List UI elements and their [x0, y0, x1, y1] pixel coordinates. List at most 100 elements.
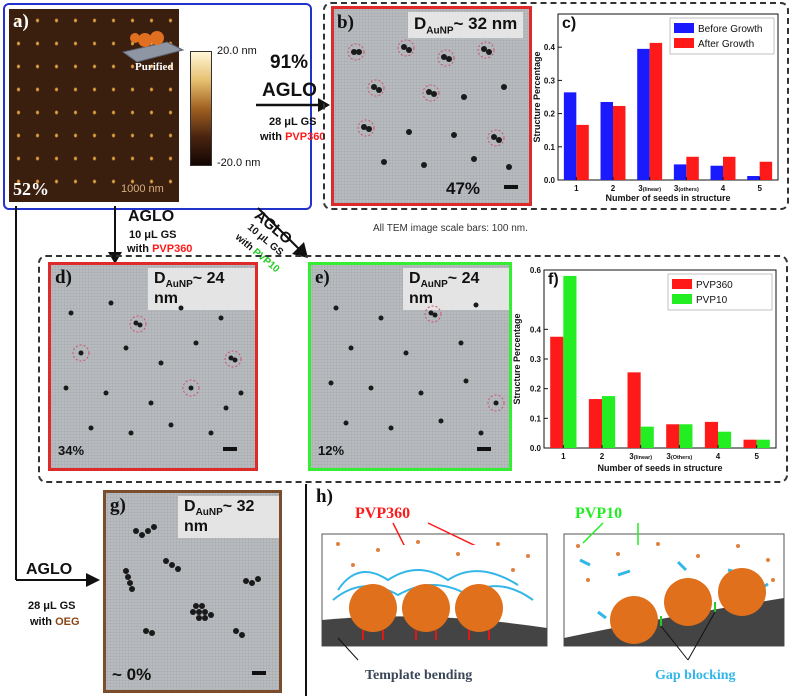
x-tick-note: (linear): [634, 455, 653, 461]
bar-pvp360: [666, 424, 680, 448]
label-arrows-h: [392, 522, 639, 545]
x-tick-label: 4: [721, 184, 726, 193]
y-tick-label: 0.1: [544, 143, 556, 152]
y-tick-label: 0.4: [544, 43, 556, 52]
panel-d-label: d): [55, 267, 72, 288]
x-tick-note: (others): [678, 187, 699, 193]
particles-d: [63, 300, 244, 436]
polymer-pvp360: PVP360: [152, 243, 193, 255]
x-tick-label: 2: [611, 184, 616, 193]
panel-a: a) Purified 52% 1000 nm 20.0 nm -20.0 nm: [3, 3, 312, 210]
colorbar: [190, 51, 212, 166]
caption-gap-blocking: Gap blocking: [655, 668, 736, 683]
bar-before-growth: [673, 164, 687, 180]
legend-label: PVP10: [696, 295, 728, 306]
label-pvp360: PVP360: [355, 505, 411, 522]
title-size: ~ 24 nm: [409, 270, 480, 308]
x-tick-note: (linear): [643, 187, 662, 193]
step-ag-title: AGLO: [26, 561, 73, 578]
divider-line: [305, 484, 307, 696]
bar-before-growth: [747, 176, 760, 180]
legend-label: After Growth: [698, 39, 754, 50]
bar-before-growth: [563, 92, 577, 180]
bar-pvp10: [679, 424, 693, 448]
bar-pvp10: [756, 439, 770, 448]
particles-e: [328, 302, 505, 436]
panel-label: c): [562, 15, 576, 32]
y-tick-label: 0.0: [530, 444, 542, 453]
x-tick-label: 2: [600, 452, 605, 461]
panel-a-label: a): [13, 11, 29, 32]
legend-swatch: [674, 38, 694, 48]
scale-bar-d: [223, 447, 237, 451]
dashed-box-middle: [38, 255, 788, 483]
x-tick-label: 5: [754, 452, 759, 461]
y-tick-label: 0.0: [544, 176, 556, 185]
panel-b-label: b): [337, 12, 354, 33]
y-tick-label: 0.4: [530, 325, 542, 334]
x-tick-label: 3(Others): [666, 452, 692, 461]
caption-template-bending: Template bending: [365, 668, 473, 683]
x-axis-label: Number of seeds in structure: [597, 463, 722, 473]
panel-g: g) DAuNP~ 32 nm ~ 0%: [103, 490, 282, 693]
bar-after-growth: [576, 124, 589, 180]
panel-d-title: DAuNP~ 24 nm: [148, 268, 255, 311]
title-sub: AuNP: [165, 279, 193, 291]
step-ab-gs: 28 μL GS: [269, 116, 317, 128]
bar-after-growth: [686, 156, 699, 180]
bar-pvp360: [588, 399, 602, 448]
panel-g-label: g): [110, 495, 126, 516]
panel-a-percent: 52%: [13, 179, 49, 199]
chart-f: 0.0 0.1 0.2 0.3 0.4 0.6 1 2 3(linear) 3(Others) 4 5…: [512, 266, 777, 473]
panel-g-percent: ~ 0%: [112, 665, 152, 684]
step-ab-percent: 91%: [270, 52, 309, 73]
y-tick-label: 0.1: [530, 414, 542, 423]
title-d: D: [154, 270, 166, 287]
y-axis-label: Structure Percentage: [512, 313, 522, 404]
panel-e-label: e): [315, 267, 330, 288]
colorbar-min: -20.0 nm: [217, 157, 261, 169]
panel-e-percent: 12%: [318, 443, 345, 458]
title-sub: AuNP: [426, 25, 454, 37]
title-sub: AuNP: [195, 507, 223, 519]
dashed-box-top: [323, 2, 789, 210]
x-tick-label: 1: [561, 452, 566, 461]
x-tick-label: 5: [757, 184, 762, 193]
particles-b: [347, 39, 512, 170]
y-tick-label: 0.3: [530, 355, 542, 364]
bar-after-growth: [649, 42, 663, 180]
inset-label: Purified: [135, 61, 174, 73]
schematic-h: [321, 533, 785, 661]
x-tick-label: 4: [716, 452, 721, 461]
legend-label: PVP360: [696, 280, 733, 291]
step-ab-with: with PVP360: [260, 131, 325, 143]
bar-after-growth: [723, 156, 736, 180]
title-size: ~ 24 nm: [154, 270, 225, 308]
polymer-oeg: OEG: [55, 616, 80, 628]
afm-scale-text: 1000 nm: [121, 183, 164, 195]
legend-label: Before Growth: [698, 24, 762, 35]
arrow-a-to-g: [15, 206, 100, 587]
with-text: with: [127, 243, 149, 255]
panel-d-percent: 34%: [58, 443, 85, 458]
bar-after-growth: [613, 105, 626, 180]
with-text: with: [260, 131, 282, 143]
x-tick-note: (Others): [671, 455, 693, 461]
panel-g-title: DAuNP~ 32 nm: [178, 496, 279, 539]
bar-pvp360: [743, 439, 757, 448]
bar-pvp10: [563, 275, 577, 448]
legend-swatch: [674, 23, 694, 33]
scale-bar-e: [477, 447, 491, 451]
title-size: ~ 32 nm: [453, 14, 518, 33]
panel-e: e) DAuNP~ 24 nm 12%: [308, 262, 512, 471]
y-tick-label: 0.6: [530, 266, 542, 275]
title-d: D: [414, 14, 427, 33]
particles-g: [123, 524, 261, 638]
panel-b-percent: 47%: [446, 179, 481, 198]
step-ad-with: with PVP360: [127, 243, 192, 255]
x-tick-label: 3(others): [674, 184, 699, 193]
scale-note: All TEM image scale bars: 100 nm.: [373, 223, 528, 234]
scale-bar-b: [504, 185, 518, 189]
step-ad-gs: 10 μL GS: [129, 229, 177, 241]
x-axis-label: Number of seeds in structure: [605, 193, 730, 203]
